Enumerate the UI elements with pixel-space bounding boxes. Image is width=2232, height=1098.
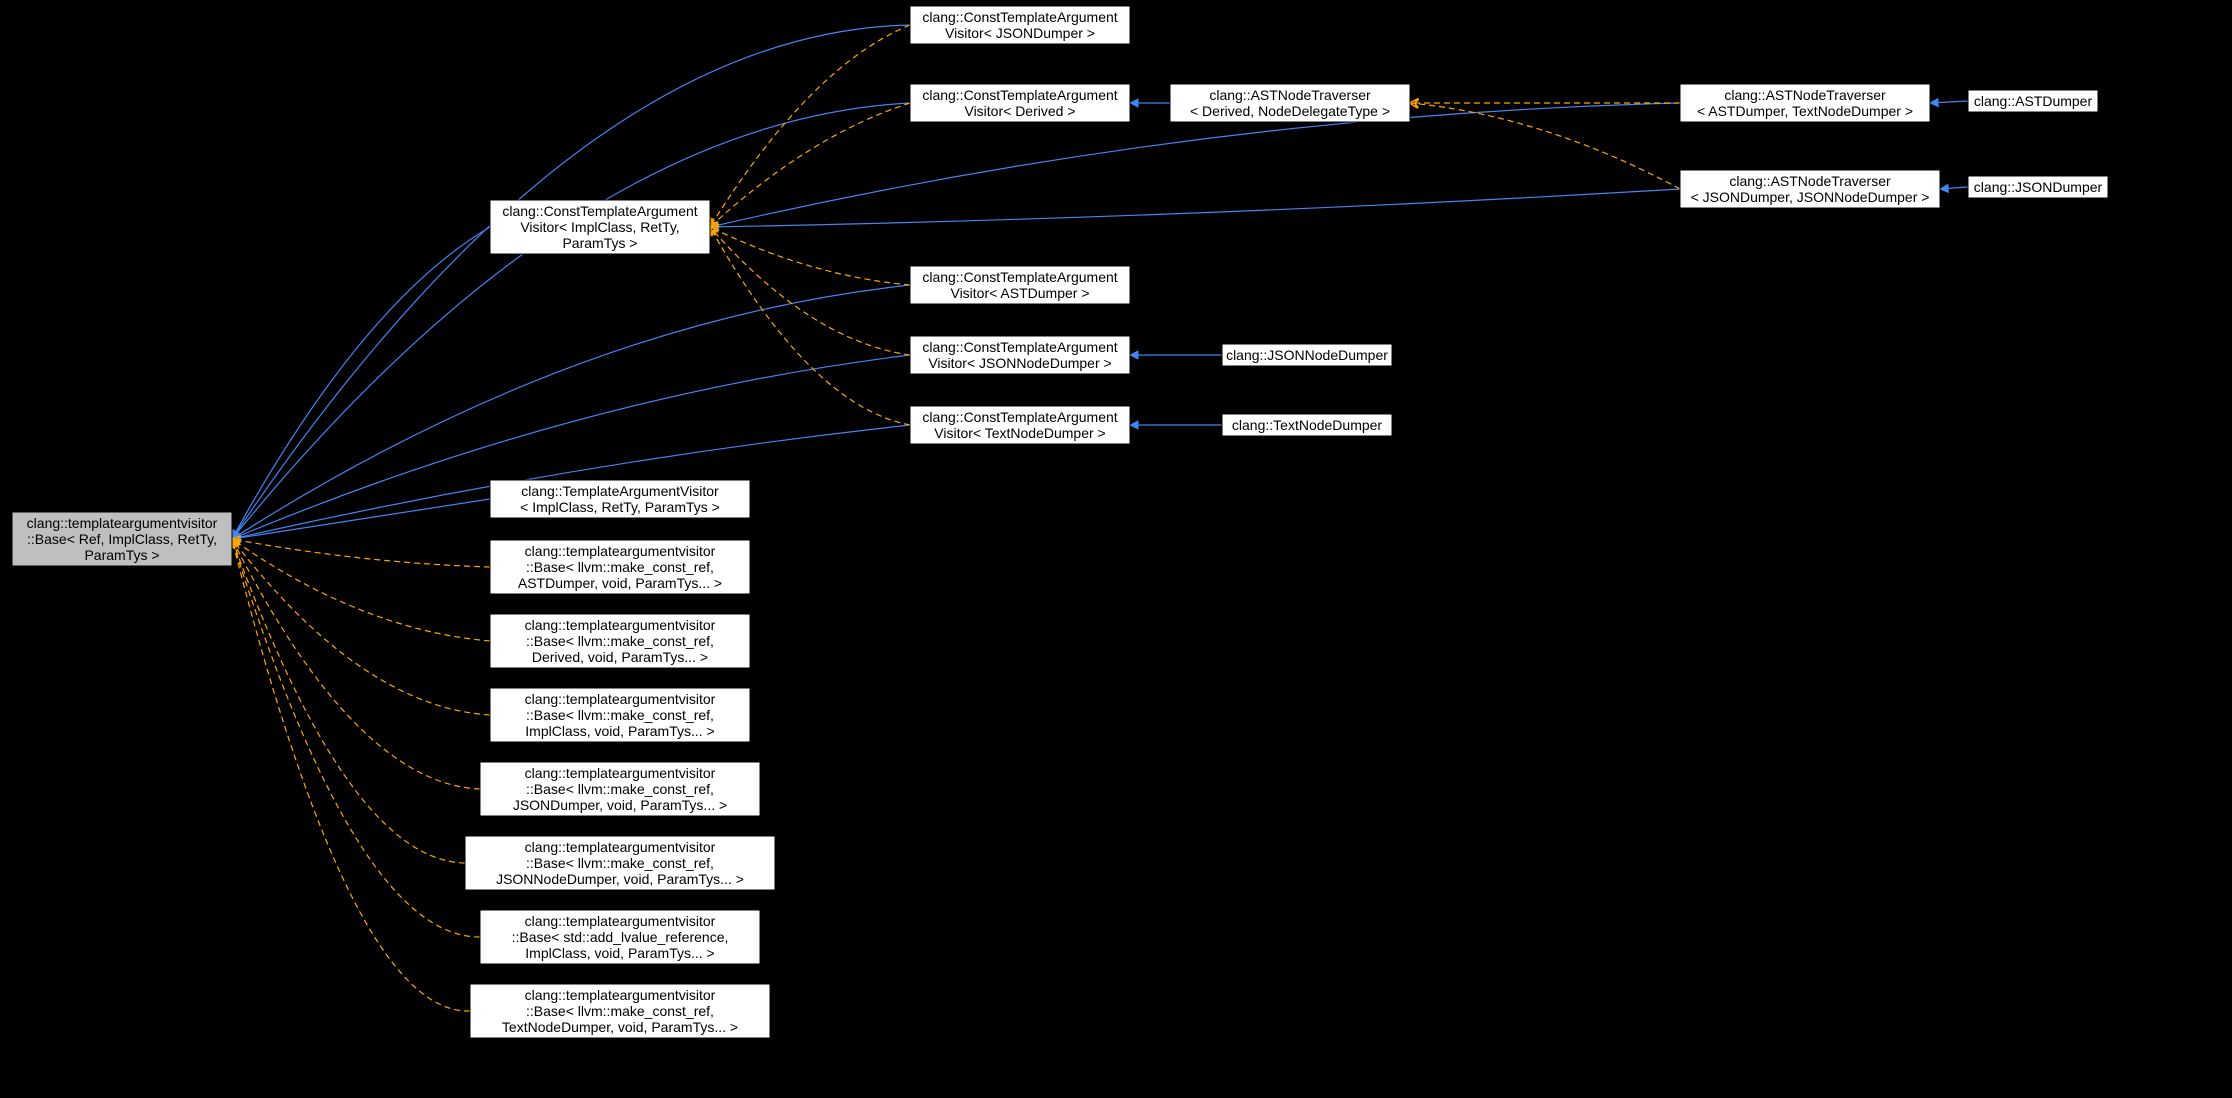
- node-label: TextNodeDumper, void, ParamTys... >: [502, 1019, 738, 1035]
- node-label: clang::ASTNodeTraverser: [1724, 87, 1886, 103]
- node-label: < Derived, NodeDelegateType >: [1190, 103, 1390, 119]
- node-label: Visitor< ASTDumper >: [950, 285, 1089, 301]
- node-label: ::Base< llvm::make_const_ref,: [526, 855, 714, 871]
- inheritance-diagram: clang::templateargumentvisitor::Base< Re…: [0, 0, 2232, 1098]
- node-label: clang::templateargumentvisitor: [525, 913, 716, 929]
- class-node[interactable]: clang::ConstTemplateArgumentVisitor< Imp…: [490, 200, 710, 254]
- node-label: ParamTys >: [562, 235, 637, 251]
- class-node[interactable]: clang::ASTNodeTraverser< ASTDumper, Text…: [1680, 84, 1930, 122]
- node-label: clang::ConstTemplateArgument: [922, 269, 1117, 285]
- edge: [232, 539, 465, 863]
- class-node[interactable]: clang::TemplateArgumentVisitor< ImplClas…: [490, 480, 750, 518]
- class-node[interactable]: clang::templateargumentvisitor::Base< ll…: [465, 836, 775, 890]
- node-label: ImplClass, void, ParamTys... >: [525, 945, 714, 961]
- node-label: < ASTDumper, TextNodeDumper >: [1697, 103, 1913, 119]
- node-label: clang::templateargumentvisitor: [27, 515, 218, 531]
- edge: [232, 499, 490, 539]
- node-label: clang::templateargumentvisitor: [525, 691, 716, 707]
- node-label: clang::ConstTemplateArgument: [922, 9, 1117, 25]
- node-label: clang::templateargumentvisitor: [525, 617, 716, 633]
- class-node[interactable]: clang::ASTDumper: [1968, 90, 2098, 112]
- node-label: Derived, void, ParamTys... >: [532, 649, 708, 665]
- class-node[interactable]: clang::ConstTemplateArgumentVisitor< AST…: [910, 266, 1130, 304]
- class-node[interactable]: clang::ConstTemplateArgumentVisitor< Tex…: [910, 406, 1130, 444]
- node-label: < ImplClass, RetTy, ParamTys >: [520, 499, 720, 515]
- node-label: clang::ASTNodeTraverser: [1729, 173, 1891, 189]
- node-label: clang::ASTNodeTraverser: [1209, 87, 1371, 103]
- edge: [710, 227, 910, 355]
- node-label: clang::templateargumentvisitor: [525, 765, 716, 781]
- node-label: clang::JSONNodeDumper: [1226, 347, 1388, 363]
- node-label: clang::templateargumentvisitor: [525, 987, 716, 1003]
- node-label: clang::ConstTemplateArgument: [502, 203, 697, 219]
- edge: [232, 539, 470, 1011]
- node-label: ::Base< Ref, ImplClass, RetTy,: [27, 531, 217, 547]
- class-node[interactable]: clang::templateargumentvisitor::Base< ll…: [480, 762, 760, 816]
- edge: [1410, 103, 1680, 189]
- class-node[interactable]: clang::ASTNodeTraverser< Derived, NodeDe…: [1170, 84, 1410, 122]
- edge: [1940, 187, 1968, 189]
- edge: [232, 25, 910, 539]
- node-label: clang::ConstTemplateArgument: [922, 339, 1117, 355]
- node-label: ::Base< llvm::make_const_ref,: [526, 781, 714, 797]
- node-label: clang::ConstTemplateArgument: [922, 87, 1117, 103]
- node-label: JSONNodeDumper, void, ParamTys... >: [496, 871, 744, 887]
- edge: [232, 539, 490, 715]
- node-label: ParamTys >: [84, 547, 159, 563]
- class-node[interactable]: clang::templateargumentvisitor::Base< ll…: [470, 984, 770, 1038]
- node-label: clang::ASTDumper: [1974, 93, 2093, 109]
- class-node[interactable]: clang::templateargumentvisitor::Base< Re…: [12, 512, 232, 566]
- node-label: ::Base< llvm::make_const_ref,: [526, 559, 714, 575]
- edge: [710, 103, 910, 227]
- node-label: Visitor< Derived >: [964, 103, 1075, 119]
- node-label: ::Base< llvm::make_const_ref,: [526, 633, 714, 649]
- class-node[interactable]: clang::JSONDumper: [1968, 176, 2108, 198]
- edge: [1930, 101, 1968, 103]
- node-label: ImplClass, void, ParamTys... >: [525, 723, 714, 739]
- node-label: ::Base< std::add_lvalue_reference,: [512, 929, 729, 945]
- node-label: ::Base< llvm::make_const_ref,: [526, 707, 714, 723]
- node-label: clang::templateargumentvisitor: [525, 839, 716, 855]
- node-label: clang::JSONDumper: [1974, 179, 2103, 195]
- node-label: Visitor< JSONNodeDumper >: [928, 355, 1111, 371]
- node-label: clang::templateargumentvisitor: [525, 543, 716, 559]
- node-label: Visitor< TextNodeDumper >: [934, 425, 1105, 441]
- edge: [232, 539, 490, 567]
- class-node[interactable]: clang::ConstTemplateArgumentVisitor< Der…: [910, 84, 1130, 122]
- node-label: < JSONDumper, JSONNodeDumper >: [1691, 189, 1930, 205]
- class-node[interactable]: clang::templateargumentvisitor::Base< st…: [480, 910, 760, 964]
- edge: [232, 103, 910, 539]
- class-node[interactable]: clang::JSONNodeDumper: [1222, 344, 1392, 366]
- node-label: Visitor< JSONDumper >: [945, 25, 1095, 41]
- node-label: clang::TextNodeDumper: [1232, 417, 1383, 433]
- node-label: clang::ConstTemplateArgument: [922, 409, 1117, 425]
- class-node[interactable]: clang::ConstTemplateArgumentVisitor< JSO…: [910, 6, 1130, 44]
- edge: [232, 539, 490, 641]
- node-label: JSONDumper, void, ParamTys... >: [513, 797, 727, 813]
- node-label: clang::TemplateArgumentVisitor: [521, 483, 719, 499]
- class-node[interactable]: clang::ConstTemplateArgumentVisitor< JSO…: [910, 336, 1130, 374]
- class-node[interactable]: clang::templateargumentvisitor::Base< ll…: [490, 540, 750, 594]
- node-label: Visitor< ImplClass, RetTy,: [520, 219, 679, 235]
- edge: [710, 189, 1680, 227]
- class-node[interactable]: clang::templateargumentvisitor::Base< ll…: [490, 614, 750, 668]
- edge: [232, 539, 480, 937]
- class-node[interactable]: clang::ASTNodeTraverser< JSONDumper, JSO…: [1680, 170, 1940, 208]
- edge: [710, 227, 910, 425]
- class-node[interactable]: clang::TextNodeDumper: [1222, 414, 1392, 436]
- class-node[interactable]: clang::templateargumentvisitor::Base< ll…: [490, 688, 750, 742]
- node-label: ASTDumper, void, ParamTys... >: [518, 575, 722, 591]
- node-label: ::Base< llvm::make_const_ref,: [526, 1003, 714, 1019]
- edge: [710, 25, 910, 227]
- nodes-layer: clang::templateargumentvisitor::Base< Re…: [12, 6, 2108, 1038]
